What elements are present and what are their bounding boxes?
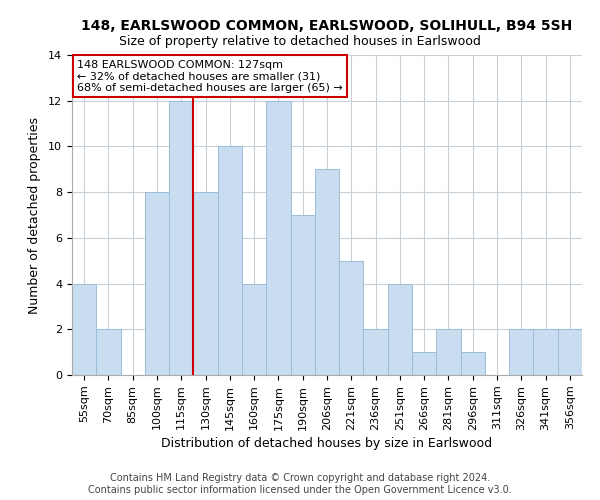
Bar — [509, 330, 533, 375]
Bar — [315, 170, 339, 375]
Bar — [96, 330, 121, 375]
Bar — [436, 330, 461, 375]
Text: Contains HM Land Registry data © Crown copyright and database right 2024.
Contai: Contains HM Land Registry data © Crown c… — [88, 474, 512, 495]
Bar — [72, 284, 96, 375]
Title: 148, EARLSWOOD COMMON, EARLSWOOD, SOLIHULL, B94 5SH: 148, EARLSWOOD COMMON, EARLSWOOD, SOLIHU… — [82, 19, 572, 33]
Bar — [388, 284, 412, 375]
Bar — [533, 330, 558, 375]
Bar — [242, 284, 266, 375]
Bar — [218, 146, 242, 375]
Bar — [193, 192, 218, 375]
Bar — [266, 100, 290, 375]
Bar — [364, 330, 388, 375]
Bar — [412, 352, 436, 375]
Bar — [145, 192, 169, 375]
Bar — [169, 100, 193, 375]
Bar — [558, 330, 582, 375]
Bar — [461, 352, 485, 375]
X-axis label: Distribution of detached houses by size in Earlswood: Distribution of detached houses by size … — [161, 436, 493, 450]
Bar — [339, 260, 364, 375]
Y-axis label: Number of detached properties: Number of detached properties — [28, 116, 41, 314]
Text: 148 EARLSWOOD COMMON: 127sqm
← 32% of detached houses are smaller (31)
68% of se: 148 EARLSWOOD COMMON: 127sqm ← 32% of de… — [77, 60, 343, 93]
Bar — [290, 215, 315, 375]
Text: Size of property relative to detached houses in Earlswood: Size of property relative to detached ho… — [119, 35, 481, 48]
